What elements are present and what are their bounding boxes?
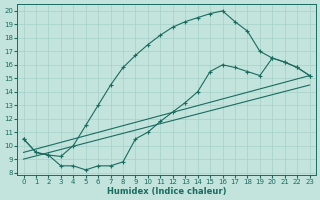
- X-axis label: Humidex (Indice chaleur): Humidex (Indice chaleur): [107, 187, 226, 196]
